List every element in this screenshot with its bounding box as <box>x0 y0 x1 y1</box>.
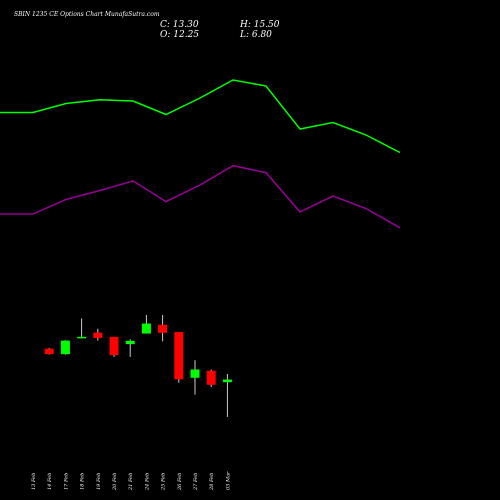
candle <box>60 340 70 355</box>
candles <box>44 314 232 417</box>
candle-body <box>125 340 135 345</box>
x-tick-label: 18 Feb <box>80 473 86 490</box>
candle <box>93 328 103 341</box>
candle <box>125 339 135 357</box>
x-tick-label: 27 Feb <box>193 473 199 491</box>
candle-body <box>141 323 151 334</box>
candle-body <box>190 369 200 378</box>
x-tick-label: 26 Feb <box>177 473 183 491</box>
candle <box>109 336 119 357</box>
x-tick-label: 03 Mar <box>225 471 231 490</box>
candle-body <box>158 324 168 333</box>
candle-body <box>222 379 232 383</box>
candle-body <box>44 348 54 355</box>
indicator-line-1 <box>0 79 401 154</box>
candle-body <box>174 332 184 380</box>
x-tick-label: 21 Feb <box>128 473 134 491</box>
x-tick-label: 17 Feb <box>63 473 69 490</box>
low-readout: L: 6.80 <box>239 30 272 40</box>
indicator-line-2 <box>0 164 401 229</box>
candle <box>190 360 200 395</box>
x-tick-label: 13 Feb <box>31 473 37 490</box>
chart-title: SBIN 1235 CE Options Chart MunafaSutra.c… <box>14 11 160 18</box>
open-readout: O: 12.25 <box>160 30 199 40</box>
x-tick-label: 20 Feb <box>112 473 118 491</box>
candle-body <box>93 332 103 339</box>
high-readout: H: 15.50 <box>239 20 280 30</box>
candle <box>174 332 184 383</box>
candle <box>222 374 232 417</box>
candle-body <box>206 370 216 385</box>
candle <box>44 347 54 355</box>
x-tick-label: 28 Feb <box>209 473 215 491</box>
x-axis-ticks: 13 Feb 14 Feb 17 Feb 18 Feb 19 Feb 20 Feb 21 F… <box>31 471 231 491</box>
x-tick-label: 14 Feb <box>47 473 53 490</box>
candle <box>206 369 216 388</box>
candle-body <box>109 336 119 356</box>
x-tick-label: 25 Feb <box>161 473 167 491</box>
x-tick-label: 24 Feb <box>144 473 150 491</box>
candle <box>77 318 87 339</box>
indicator-lines <box>0 79 401 229</box>
candle <box>141 314 151 334</box>
close-readout: C: 13.30 <box>160 20 199 30</box>
candle-body <box>60 340 70 355</box>
candle <box>158 314 168 342</box>
candle-body <box>77 336 87 339</box>
x-tick-label: 19 Feb <box>96 473 102 490</box>
